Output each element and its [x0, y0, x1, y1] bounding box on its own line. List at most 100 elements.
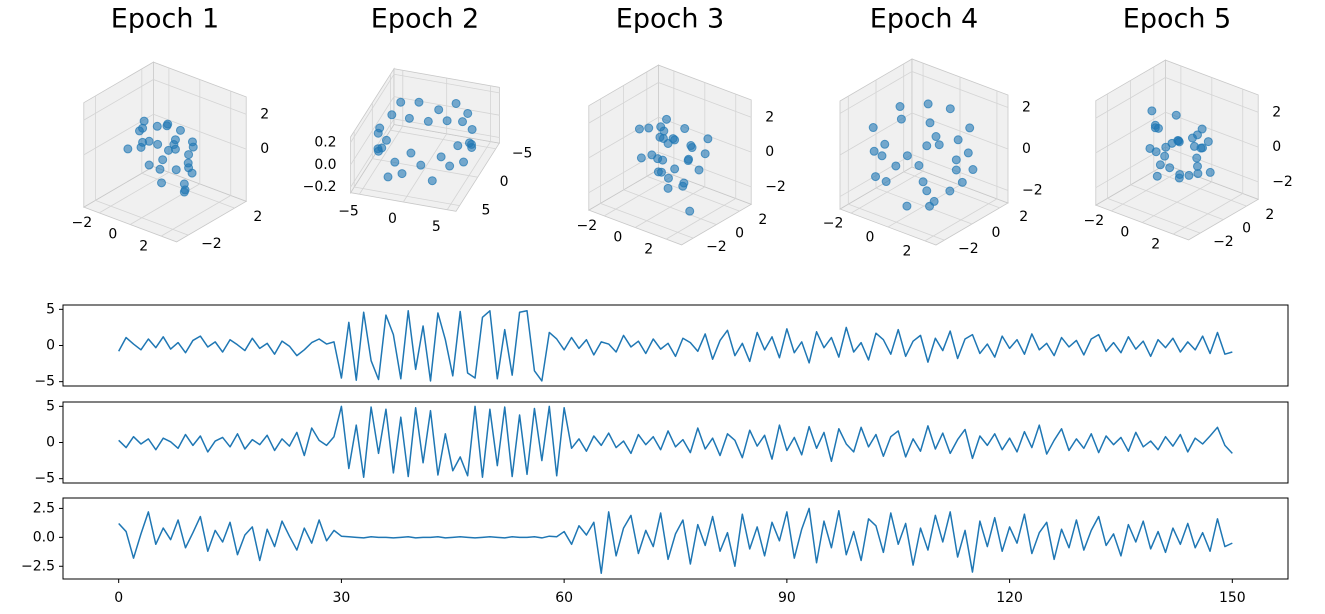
point: [157, 178, 167, 188]
grid-line: [393, 73, 500, 94]
point: [925, 118, 935, 128]
point: [1192, 161, 1202, 171]
z-tick-label: 0.2: [314, 134, 336, 150]
grid-line: [350, 118, 395, 188]
y-tick-label: 0: [1242, 220, 1251, 236]
y-tick-label: 0: [46, 338, 55, 354]
plot-frame: [62, 497, 1289, 580]
point: [373, 144, 383, 154]
panel-title: Epoch 1: [111, 4, 219, 35]
z-tick-label: 2: [1272, 104, 1281, 120]
point: [869, 146, 879, 156]
point: [891, 161, 901, 171]
point: [184, 150, 194, 160]
y-tick-label: −2: [706, 239, 727, 255]
x-tick-label: 60: [555, 590, 573, 606]
point: [1198, 143, 1208, 153]
point: [162, 121, 172, 131]
x-tick-label: −2: [577, 218, 598, 234]
point: [656, 167, 666, 177]
point: [1147, 106, 1157, 116]
point: [404, 113, 414, 123]
point: [1171, 110, 1181, 120]
x-tick-label: 120: [996, 590, 1023, 606]
y-tick-label: 0.0: [33, 529, 55, 545]
grid-line: [646, 175, 740, 212]
y-tick-label: 0: [992, 225, 1001, 241]
x-tick-label: 0: [866, 230, 875, 246]
point: [965, 123, 975, 133]
x-tick-label: 2: [644, 241, 653, 257]
panel-title: Epoch 4: [870, 4, 978, 35]
panel-title: Epoch 3: [616, 4, 724, 35]
point: [375, 123, 385, 133]
y-tick-label: −2: [958, 241, 979, 257]
point: [1153, 123, 1163, 133]
grid-line: [350, 96, 395, 166]
point: [1165, 163, 1175, 173]
z-tick-label: 2: [765, 109, 774, 125]
point: [1161, 142, 1171, 152]
point: [163, 145, 173, 155]
y-tick-label: 2: [1265, 207, 1274, 223]
point: [951, 155, 961, 165]
point: [423, 116, 433, 126]
point: [700, 149, 710, 159]
point: [153, 139, 163, 149]
grid-line: [588, 151, 659, 194]
point: [434, 105, 444, 115]
z-tick-label: 0: [1022, 141, 1031, 157]
point: [416, 160, 426, 170]
x-tick-label: 5: [432, 219, 441, 235]
z-tick-label: 0: [1272, 139, 1281, 155]
z-tick-label: 2: [1022, 99, 1031, 115]
point: [945, 104, 955, 114]
point: [680, 124, 690, 134]
point: [144, 136, 154, 146]
signal-line: [118, 507, 1233, 574]
grid-line: [153, 79, 247, 115]
x-tick-label: 30: [332, 590, 350, 606]
point: [183, 158, 193, 168]
y-tick-label: 2: [1019, 209, 1028, 225]
y-tick-label: 5: [46, 301, 55, 317]
grid-line: [839, 71, 913, 114]
point: [414, 97, 424, 107]
point: [381, 135, 391, 145]
panel-title: Epoch 5: [1123, 4, 1231, 35]
x-tick-label: −2: [823, 216, 844, 232]
x-tick-label: −2: [1084, 213, 1105, 229]
grid-line: [393, 96, 500, 116]
point: [1192, 153, 1202, 163]
point: [139, 116, 149, 126]
point: [644, 123, 654, 133]
point: [463, 108, 473, 118]
x-tick-label: −5: [338, 203, 359, 219]
point: [918, 177, 928, 187]
point: [188, 142, 198, 152]
point: [694, 165, 704, 175]
y-tick-label: −5: [34, 374, 55, 390]
point: [442, 116, 452, 126]
y-tick-label: 5: [482, 202, 491, 218]
point: [1173, 136, 1183, 146]
panel-title: Epoch 2: [371, 4, 479, 35]
point: [134, 126, 144, 136]
x-tick-label: 2: [902, 243, 911, 259]
point: [968, 165, 978, 175]
point: [636, 153, 646, 163]
point: [396, 97, 406, 107]
y-tick-label: 2.5: [33, 500, 55, 516]
point: [687, 143, 697, 153]
grid-line: [1165, 111, 1259, 148]
point: [467, 142, 477, 152]
grid-line: [83, 79, 154, 121]
signal-line: [118, 405, 1233, 478]
grid-line: [911, 71, 1009, 108]
y-tick-label: 5: [46, 398, 55, 414]
point: [1152, 171, 1162, 181]
y-tick-label: 2: [758, 212, 767, 228]
point: [902, 151, 912, 161]
point: [175, 125, 185, 135]
